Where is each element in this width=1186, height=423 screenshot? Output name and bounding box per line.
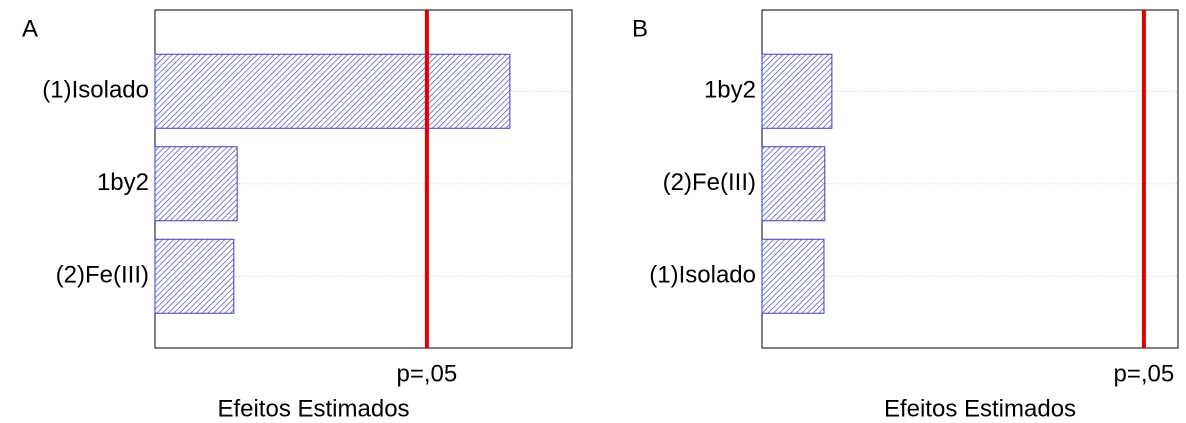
bar	[761, 146, 826, 222]
x-axis-title: Efeitos Estimados	[884, 395, 1076, 422]
bar	[154, 146, 238, 222]
reference-label: p=,05	[397, 360, 458, 387]
panel-label: A	[22, 15, 38, 42]
bar	[154, 238, 235, 314]
y-tick-label: (1)Isolado	[649, 262, 756, 289]
bar	[761, 238, 825, 314]
reference-label: p=,05	[1114, 360, 1175, 387]
y-tick-label: (1)Isolado	[42, 77, 149, 104]
y-tick-label: (2)Fe(III)	[663, 169, 756, 196]
bar	[761, 53, 833, 129]
y-tick-label: 1by2	[97, 169, 149, 196]
y-tick-label: 1by2	[704, 77, 756, 104]
bar	[154, 53, 511, 129]
y-tick-label: (2)Fe(III)	[56, 262, 149, 289]
x-axis-title: Efeitos Estimados	[217, 395, 409, 422]
panel-label: B	[632, 15, 648, 42]
